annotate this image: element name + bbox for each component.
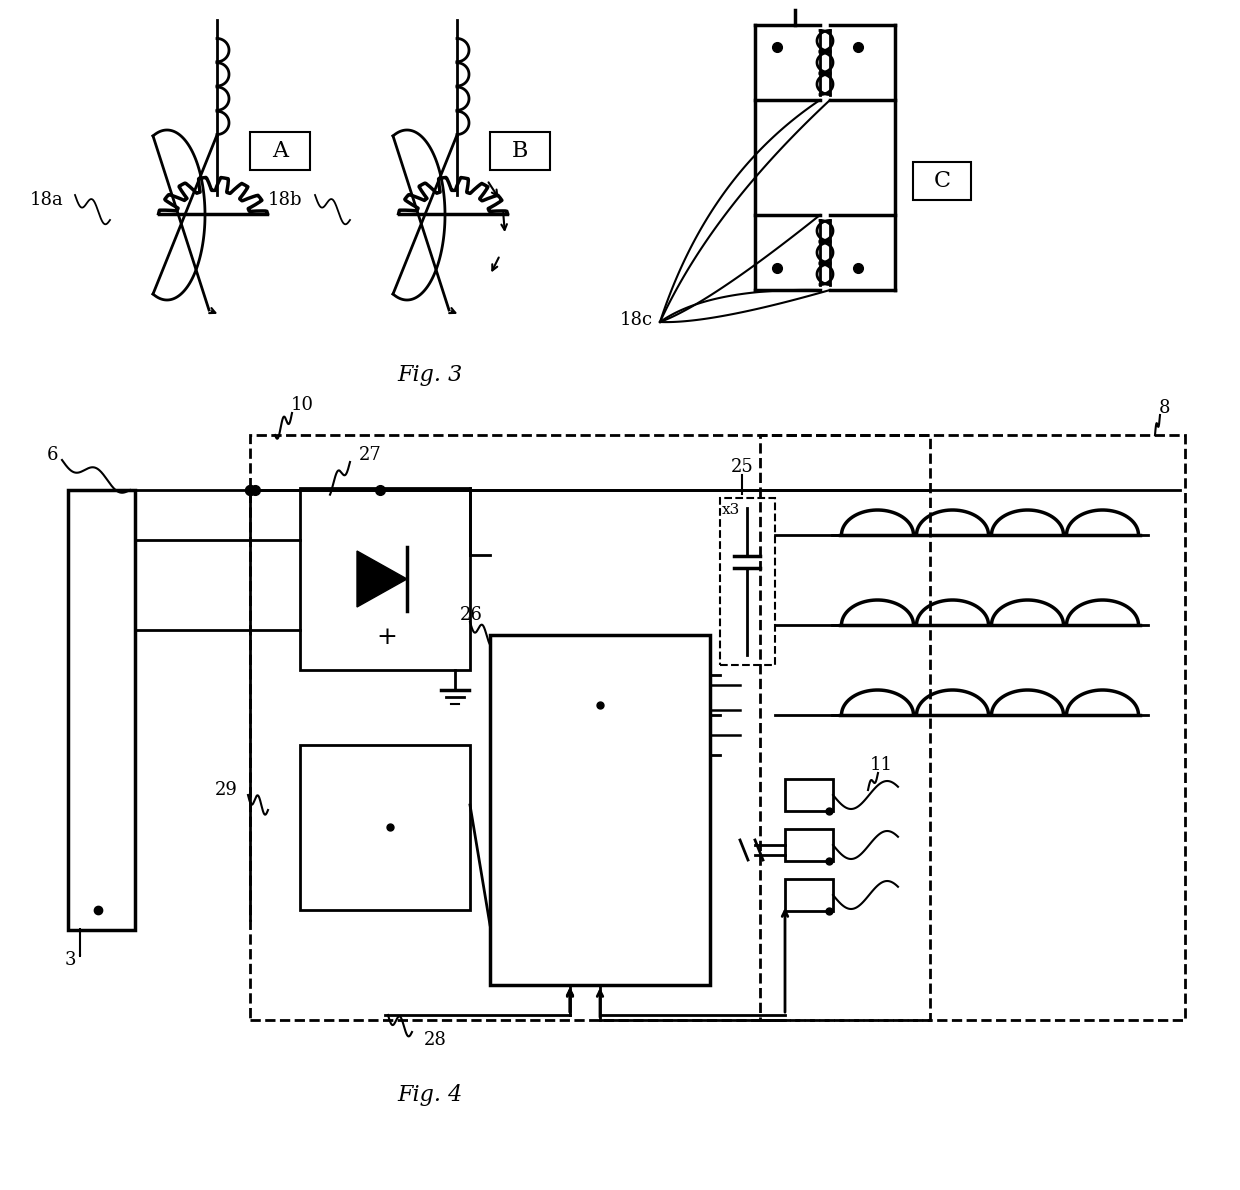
Text: 3: 3 bbox=[64, 951, 77, 969]
Bar bbox=[490, 635, 711, 985]
Bar bbox=[490, 132, 551, 170]
Text: C: C bbox=[934, 170, 951, 192]
Text: 18c: 18c bbox=[620, 311, 653, 328]
Bar bbox=[720, 497, 775, 665]
Text: 26: 26 bbox=[460, 606, 482, 624]
Text: 25: 25 bbox=[730, 458, 754, 476]
Bar bbox=[785, 879, 833, 912]
Text: Fig. 4: Fig. 4 bbox=[397, 1084, 463, 1106]
Text: A: A bbox=[272, 140, 288, 162]
Text: Fig. 3: Fig. 3 bbox=[397, 364, 463, 386]
Text: 6: 6 bbox=[46, 446, 58, 464]
Polygon shape bbox=[357, 551, 407, 607]
Bar bbox=[300, 745, 470, 910]
Bar bbox=[68, 490, 135, 931]
Text: 10: 10 bbox=[290, 396, 314, 414]
Text: 28: 28 bbox=[424, 1031, 446, 1050]
Text: 29: 29 bbox=[215, 781, 238, 798]
Text: +: + bbox=[377, 626, 398, 649]
Bar bbox=[300, 488, 470, 670]
Bar bbox=[250, 436, 930, 1020]
Bar bbox=[913, 162, 971, 200]
Text: 18a: 18a bbox=[30, 192, 63, 209]
Bar bbox=[785, 829, 833, 862]
Bar bbox=[785, 779, 833, 812]
Text: 27: 27 bbox=[358, 446, 382, 464]
Bar bbox=[250, 132, 310, 170]
Text: 8: 8 bbox=[1159, 399, 1171, 416]
Text: 18b: 18b bbox=[268, 192, 303, 209]
Text: x3: x3 bbox=[722, 503, 740, 516]
Bar bbox=[760, 436, 1185, 1020]
Text: B: B bbox=[512, 140, 528, 162]
Text: 11: 11 bbox=[870, 756, 893, 774]
